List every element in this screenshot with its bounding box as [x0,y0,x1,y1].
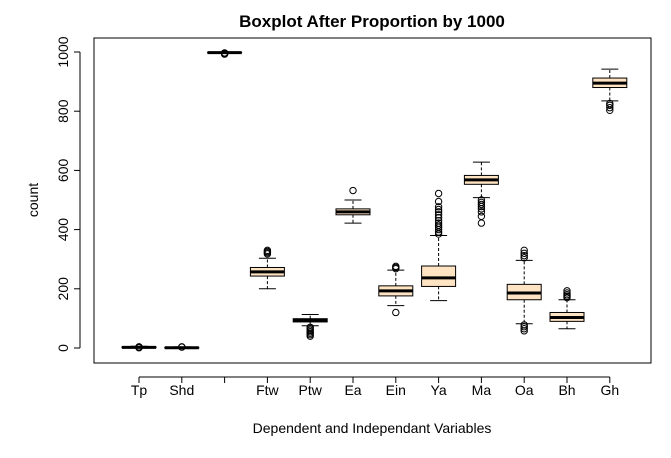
box-Shd [164,343,200,351]
outlier-point [477,200,486,209]
outlier-point [306,323,314,331]
outlier-point [220,49,229,57]
outlier-point [434,219,443,227]
x-tick-label: Ya [431,382,447,398]
box-Ein [378,262,414,317]
box-Ma [463,161,499,227]
outlier-point [477,196,486,204]
outlier-point [520,254,528,262]
plot-area-frame [93,37,652,364]
x-axis: Tp Shd Ftw Ptw Ea Ein Ya Ma Oa Bh Gh [131,376,619,398]
outlier-point [477,198,486,207]
x-tick-label: Bh [558,382,575,398]
box-Ftw [249,246,285,290]
y-tick-label: 0 [55,344,71,352]
box-Ea [335,186,371,224]
box-Oa [506,246,542,335]
box-Tp [121,343,157,352]
outlier-point [135,343,143,351]
outlier-point [520,325,528,333]
box-Gh [592,68,628,115]
y-tick-label: 200 [55,277,71,301]
x-tick-label: Ea [344,382,361,398]
box-unlabeled [207,49,243,58]
outlier-point [477,219,486,227]
box-Ya [421,189,457,302]
outlier-point [606,99,614,108]
outlier-point [563,287,571,295]
outlier-point [434,221,443,229]
y-axis: 0 200 400 600 800 1000 [55,36,81,352]
y-tick-label: 800 [55,99,71,123]
y-tick-label: 1000 [55,36,71,67]
chart-title: Boxplot After Proportion by 1000 [239,12,505,31]
outlier-point [434,189,443,198]
x-tick-label: Gh [600,382,619,398]
x-tick-label: Shd [169,382,194,398]
box-Ptw [292,314,328,340]
box-iqr [421,265,457,287]
outlier-point [520,321,528,329]
x-tick-label: Ptw [299,382,323,398]
y-tick-label: 400 [55,218,71,242]
x-tick-label: Oa [515,382,534,398]
boxes-group [121,49,628,352]
x-tick-label: Tp [131,382,148,398]
outlier-point [434,211,443,219]
outlier-point [178,343,186,351]
outlier-point [520,251,528,260]
outlier-point [434,208,443,216]
outlier-point [520,246,528,255]
outlier-point [434,203,443,211]
outlier-point [434,197,443,206]
y-axis-label: count [25,183,41,217]
outlier-point [477,208,486,216]
outlier-point [520,249,528,257]
x-tick-label: Ma [472,382,492,398]
outlier-point [477,212,486,220]
outlier-point [392,308,400,317]
y-tick-label: 600 [55,159,71,183]
x-tick-label: Ftw [256,382,279,398]
outlier-point [434,205,443,214]
outlier-point [606,103,614,112]
x-tick-label: Ein [386,382,406,398]
x-axis-label: Dependent and Independant Variables [253,420,492,436]
outlier-point [392,262,400,271]
box-Bh [549,287,585,330]
outlier-point [349,186,357,195]
outlier-point [563,289,571,297]
outlier-point [263,246,272,255]
